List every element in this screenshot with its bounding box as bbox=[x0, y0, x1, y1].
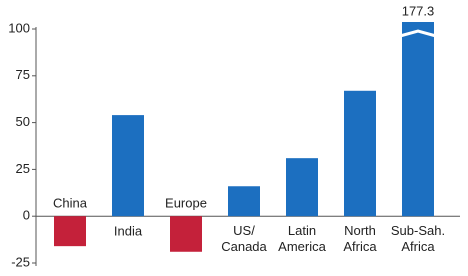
y-tick-label: 0 bbox=[23, 208, 30, 223]
bar bbox=[54, 216, 86, 247]
x-tick-label: Europe bbox=[165, 196, 207, 211]
bar bbox=[344, 90, 376, 217]
bar bbox=[286, 158, 318, 217]
x-tick-label: US/Canada bbox=[221, 224, 267, 255]
bar bbox=[112, 115, 144, 217]
x-tick-label: Sub-Sah. Africa bbox=[391, 224, 445, 255]
y-tick-label: 50 bbox=[16, 114, 30, 129]
x-tick-label: Latin America bbox=[278, 224, 326, 255]
y-tick-label: 100 bbox=[8, 20, 30, 35]
x-tick-label: China bbox=[53, 196, 88, 211]
y-tick-label: 75 bbox=[16, 67, 30, 82]
x-tick-label: India bbox=[114, 224, 143, 239]
y-tick-label: 25 bbox=[16, 161, 30, 176]
x-tick-label: North Africa bbox=[343, 224, 377, 255]
bar bbox=[170, 216, 202, 252]
value-label: 177.3 bbox=[402, 3, 435, 18]
bar bbox=[402, 22, 434, 217]
axis-break bbox=[399, 29, 437, 38]
bar bbox=[228, 186, 260, 217]
y-tick-label: -25 bbox=[11, 254, 30, 269]
